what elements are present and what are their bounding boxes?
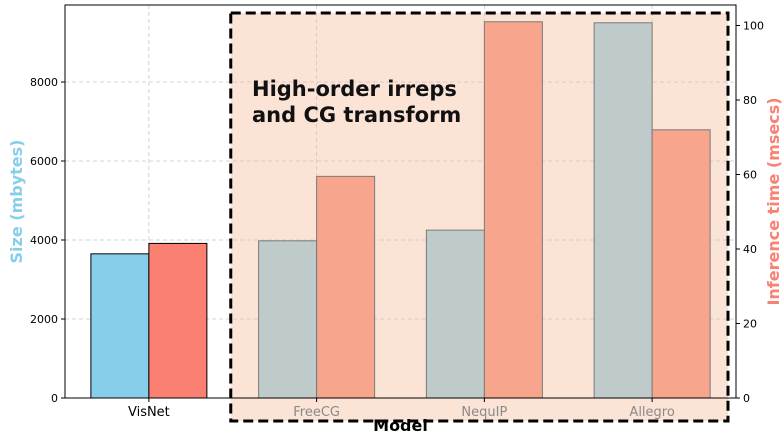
bar-time-allegro — [651, 129, 711, 399]
left-tick-label: 4000 — [30, 234, 58, 247]
left-axis-ticks: 0 2000 4000 6000 8000 — [30, 76, 65, 405]
left-tick-label: 2000 — [30, 313, 58, 326]
left-tick-label: 0 — [51, 392, 58, 405]
plot-frame — [64, 4, 737, 399]
left-tick-label: 8000 — [30, 76, 58, 89]
right-tick-label: 80 — [743, 94, 757, 107]
highlight-region-border — [229, 11, 730, 423]
bar-time-nequip — [483, 21, 543, 399]
x-tick-label: NequIP — [461, 405, 507, 420]
bar-time-visnet — [148, 242, 208, 399]
bar-size-freecg — [258, 240, 318, 399]
x-tick-label: FreeCG — [293, 405, 340, 420]
right-tick-label: 40 — [743, 243, 757, 256]
x-tick-label: Allegro — [629, 405, 674, 420]
annotation-line-1: High-order irreps — [252, 77, 457, 101]
bar-size-nequip — [425, 229, 485, 399]
x-tick-label: VisNet — [128, 405, 170, 420]
x-axis-label: Model — [373, 416, 428, 435]
bar-time-freecg — [316, 175, 376, 399]
annotation-line-2: and CG transform — [252, 103, 461, 127]
right-tick-label: 0 — [743, 392, 750, 405]
left-axis-label: Size (mbytes) — [7, 140, 26, 264]
x-axis-ticks: VisNet FreeCG NequIP Allegro — [128, 398, 675, 420]
left-tick-label: 6000 — [30, 155, 58, 168]
right-tick-label: 60 — [743, 168, 757, 181]
bar-size-visnet — [90, 253, 150, 399]
right-tick-label: 20 — [743, 317, 757, 330]
bar-size-allegro — [593, 22, 653, 399]
right-axis-label: Inference time (msecs) — [764, 97, 783, 305]
right-tick-label: 100 — [743, 19, 764, 32]
right-axis-ticks: 0 20 40 60 80 100 — [736, 19, 764, 405]
